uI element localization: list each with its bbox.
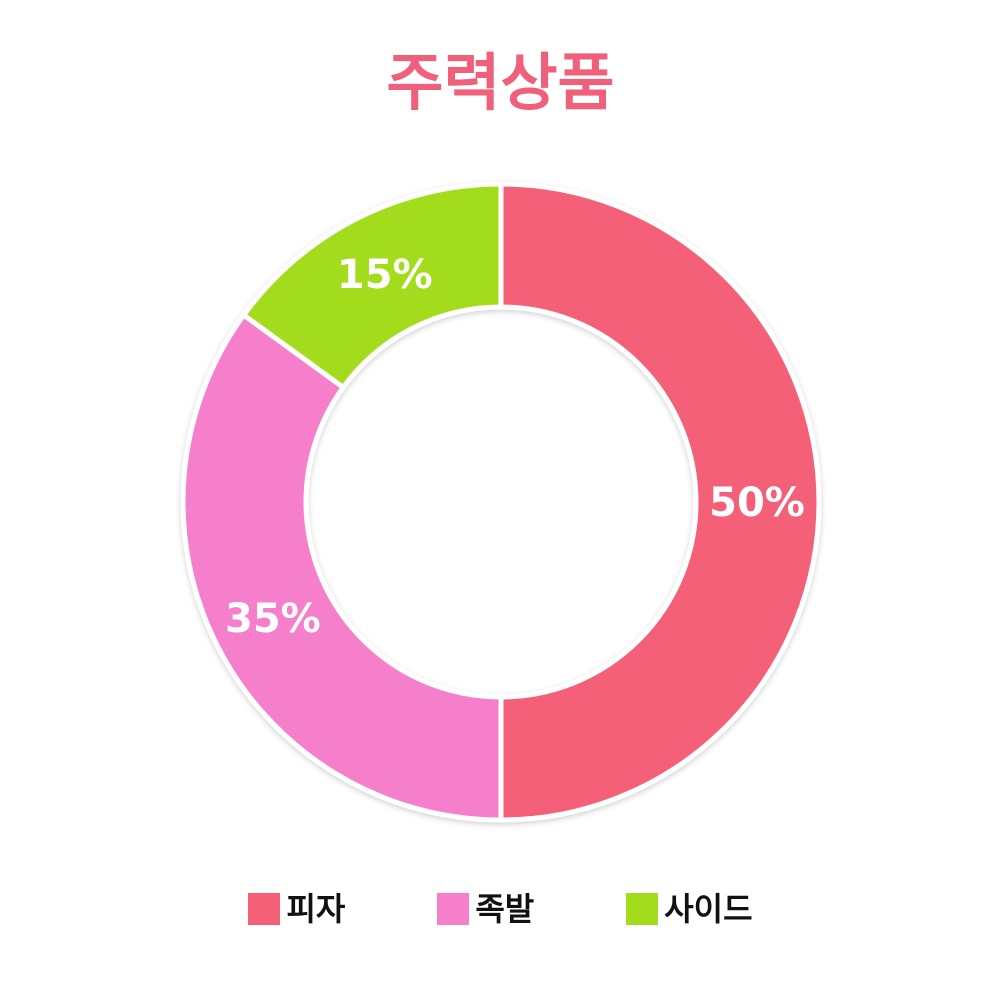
legend-swatch	[437, 893, 470, 925]
slice-3	[241, 181, 504, 390]
legend-label: 족발	[475, 890, 535, 928]
legend-item: 족발	[437, 893, 534, 925]
slice-2	[180, 312, 504, 823]
legend-swatch	[248, 893, 281, 925]
chart-legend: 피자 족발 사이드	[0, 893, 1001, 925]
legend-item: 피자	[248, 893, 345, 925]
slice-value-label: 50%	[709, 480, 805, 526]
legend-swatch	[626, 893, 659, 925]
donut-labels: 50% 35% 15%	[225, 252, 805, 642]
chart-title: 주력상품	[386, 46, 615, 119]
legend-label: 피자	[286, 890, 346, 928]
donut-slices	[180, 181, 822, 823]
slice-value-label: 15%	[337, 252, 433, 298]
legend-label: 사이드	[664, 890, 753, 928]
legend-item: 사이드	[626, 890, 753, 928]
slice-value-label: 35%	[225, 596, 321, 642]
slice-1	[498, 181, 822, 823]
